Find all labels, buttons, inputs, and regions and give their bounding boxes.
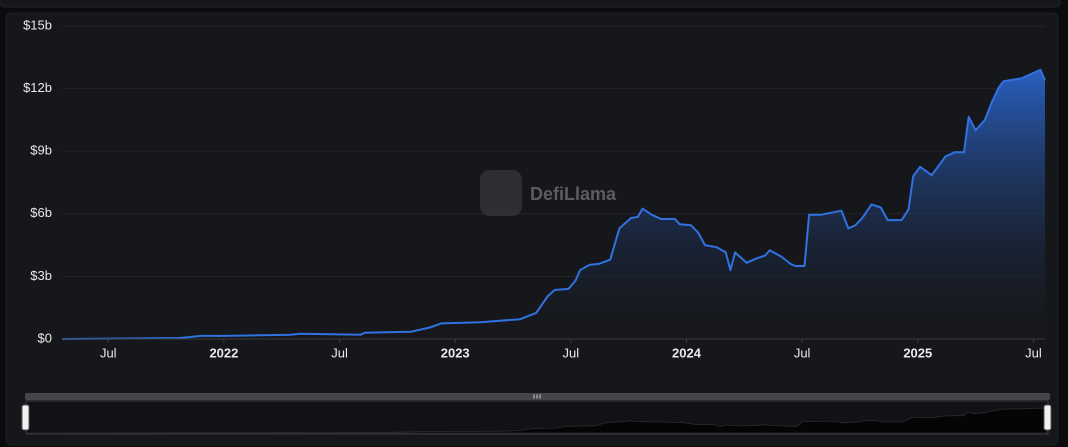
navigator-series bbox=[26, 407, 1048, 434]
y-tick-label: $12b bbox=[23, 80, 52, 95]
navigator-handle-right[interactable] bbox=[1043, 404, 1052, 431]
upper-panel bbox=[0, 0, 1061, 8]
navigator-handles[interactable] bbox=[21, 404, 1052, 431]
y-tick-label: $15b bbox=[23, 17, 52, 32]
line bbox=[61, 68, 1046, 340]
x-tick-label: 2023 bbox=[441, 345, 470, 360]
x-tick-label: Jul bbox=[563, 345, 580, 360]
watermark: DefiLlama bbox=[480, 170, 617, 216]
area bbox=[62, 69, 1045, 340]
x-tick-label: Jul bbox=[794, 345, 811, 360]
x-tick-label: 2025 bbox=[903, 345, 932, 360]
y-tick-label: $6b bbox=[30, 205, 52, 220]
y-tick-label: $9b bbox=[30, 143, 52, 158]
watermark-text: DefiLlama bbox=[530, 184, 617, 204]
x-tick-label: Jul bbox=[331, 345, 348, 360]
x-tick-label: Jul bbox=[1025, 345, 1042, 360]
x-tick-label: 2024 bbox=[672, 345, 702, 360]
plot bbox=[61, 68, 1046, 340]
y-tick-label: $3b bbox=[30, 268, 52, 283]
x-tick-label: 2022 bbox=[209, 345, 238, 360]
watermark-logo bbox=[480, 170, 522, 216]
y-tick-label: $0 bbox=[38, 330, 52, 345]
x-tick-label: Jul bbox=[100, 345, 117, 360]
navigator-area bbox=[26, 407, 1048, 434]
grid: $0 $3b $6b $9b $12b $15b Jul 2022 Jul 2023 Jul 2024… bbox=[23, 17, 1045, 360]
navigator-handle-left[interactable] bbox=[21, 404, 30, 431]
